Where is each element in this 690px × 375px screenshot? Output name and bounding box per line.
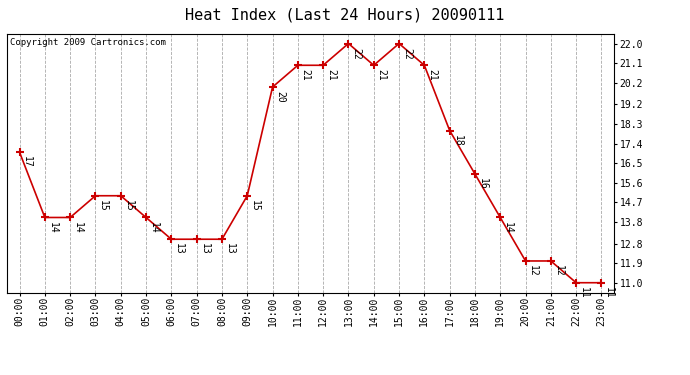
Text: Copyright 2009 Cartronics.com: Copyright 2009 Cartronics.com <box>10 38 166 46</box>
Text: 13: 13 <box>174 243 184 255</box>
Text: 11: 11 <box>604 287 614 298</box>
Text: 14: 14 <box>73 222 83 233</box>
Text: 21: 21 <box>427 69 437 81</box>
Text: 15: 15 <box>250 200 260 211</box>
Text: 21: 21 <box>326 69 336 81</box>
Text: 18: 18 <box>453 135 462 146</box>
Text: 15: 15 <box>124 200 134 211</box>
Text: 21: 21 <box>377 69 386 81</box>
Text: 15: 15 <box>98 200 108 211</box>
Text: 14: 14 <box>48 222 58 233</box>
Text: 22: 22 <box>402 48 412 60</box>
Text: 14: 14 <box>149 222 159 233</box>
Text: 16: 16 <box>477 178 488 190</box>
Text: 17: 17 <box>22 156 32 168</box>
Text: 22: 22 <box>351 48 362 60</box>
Text: 13: 13 <box>199 243 210 255</box>
Text: 21: 21 <box>301 69 310 81</box>
Text: 11: 11 <box>579 287 589 298</box>
Text: 12: 12 <box>553 265 564 277</box>
Text: 12: 12 <box>529 265 538 277</box>
Text: 13: 13 <box>225 243 235 255</box>
Text: 14: 14 <box>503 222 513 233</box>
Text: Heat Index (Last 24 Hours) 20090111: Heat Index (Last 24 Hours) 20090111 <box>186 8 504 22</box>
Text: 20: 20 <box>275 91 286 103</box>
